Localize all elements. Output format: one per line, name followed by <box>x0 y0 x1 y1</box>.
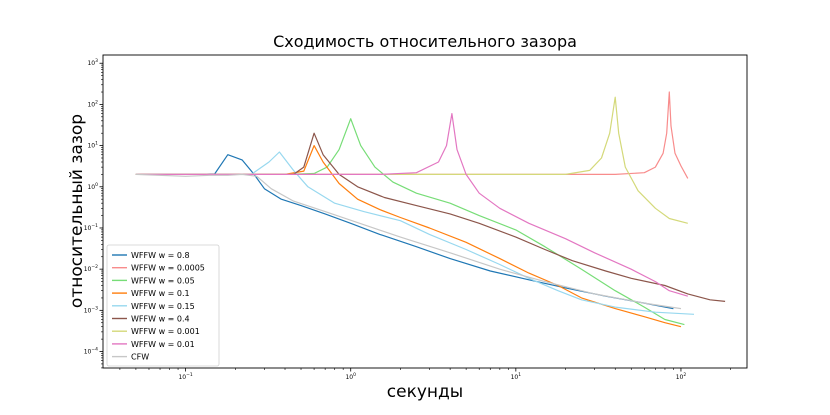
y-tick-label: 10−3 <box>84 305 98 314</box>
series-line-4 <box>135 151 695 315</box>
y-tick-label: 101 <box>87 141 98 150</box>
y-axis: 10−4 10−3 10−2 10−1 100 101 102 103 <box>84 58 103 369</box>
y-tick-label: 103 <box>87 58 98 67</box>
y-axis-label: относительный зазор <box>67 114 87 308</box>
series-lines <box>135 91 726 328</box>
series-line-6 <box>135 96 688 224</box>
series-line-8 <box>135 173 682 310</box>
x-axis: 10−1 100 101 102 <box>119 368 731 381</box>
y-tick-label: 10−2 <box>84 264 98 273</box>
legend-label-8: CFW <box>131 353 149 362</box>
plot-frame <box>102 54 748 369</box>
x-tick-label: 101 <box>511 372 522 381</box>
y-tick-label: 10−4 <box>84 347 98 356</box>
legend-label-1: WFFW w = 0.0005 <box>131 264 205 273</box>
y-tick-label: 102 <box>87 99 98 108</box>
x-axis-label: секунды <box>387 382 463 402</box>
chart-title: Сходимость относительного зазора <box>273 32 577 51</box>
series-line-0 <box>135 154 674 310</box>
legend-label-4: WFFW w = 0.15 <box>131 302 195 311</box>
y-tick-label: 10−1 <box>84 223 98 232</box>
x-tick-label: 10−1 <box>178 372 192 381</box>
legend-label-6: WFFW w = 0.001 <box>131 327 200 336</box>
legend-label-7: WFFW w = 0.01 <box>131 340 195 349</box>
legend-label-3: WFFW w = 0.1 <box>131 289 190 298</box>
legend-label-5: WFFW w = 0.4 <box>131 315 190 324</box>
legend-label-2: WFFW w = 0.05 <box>131 276 195 285</box>
x-tick-label: 100 <box>345 372 356 381</box>
legend: WFFW w = 0.8 WFFW w = 0.0005 WFFW w = 0.05… <box>106 244 220 367</box>
x-tick-label: 102 <box>676 372 687 381</box>
y-tick-label: 100 <box>87 182 98 191</box>
legend-label-0: WFFW w = 0.8 <box>131 251 190 260</box>
series-line-7 <box>135 113 688 297</box>
legend-box <box>106 244 220 367</box>
series-line-1 <box>135 91 689 179</box>
series-line-2 <box>135 118 685 326</box>
series-line-5 <box>135 132 726 302</box>
series-line-3 <box>135 145 682 328</box>
